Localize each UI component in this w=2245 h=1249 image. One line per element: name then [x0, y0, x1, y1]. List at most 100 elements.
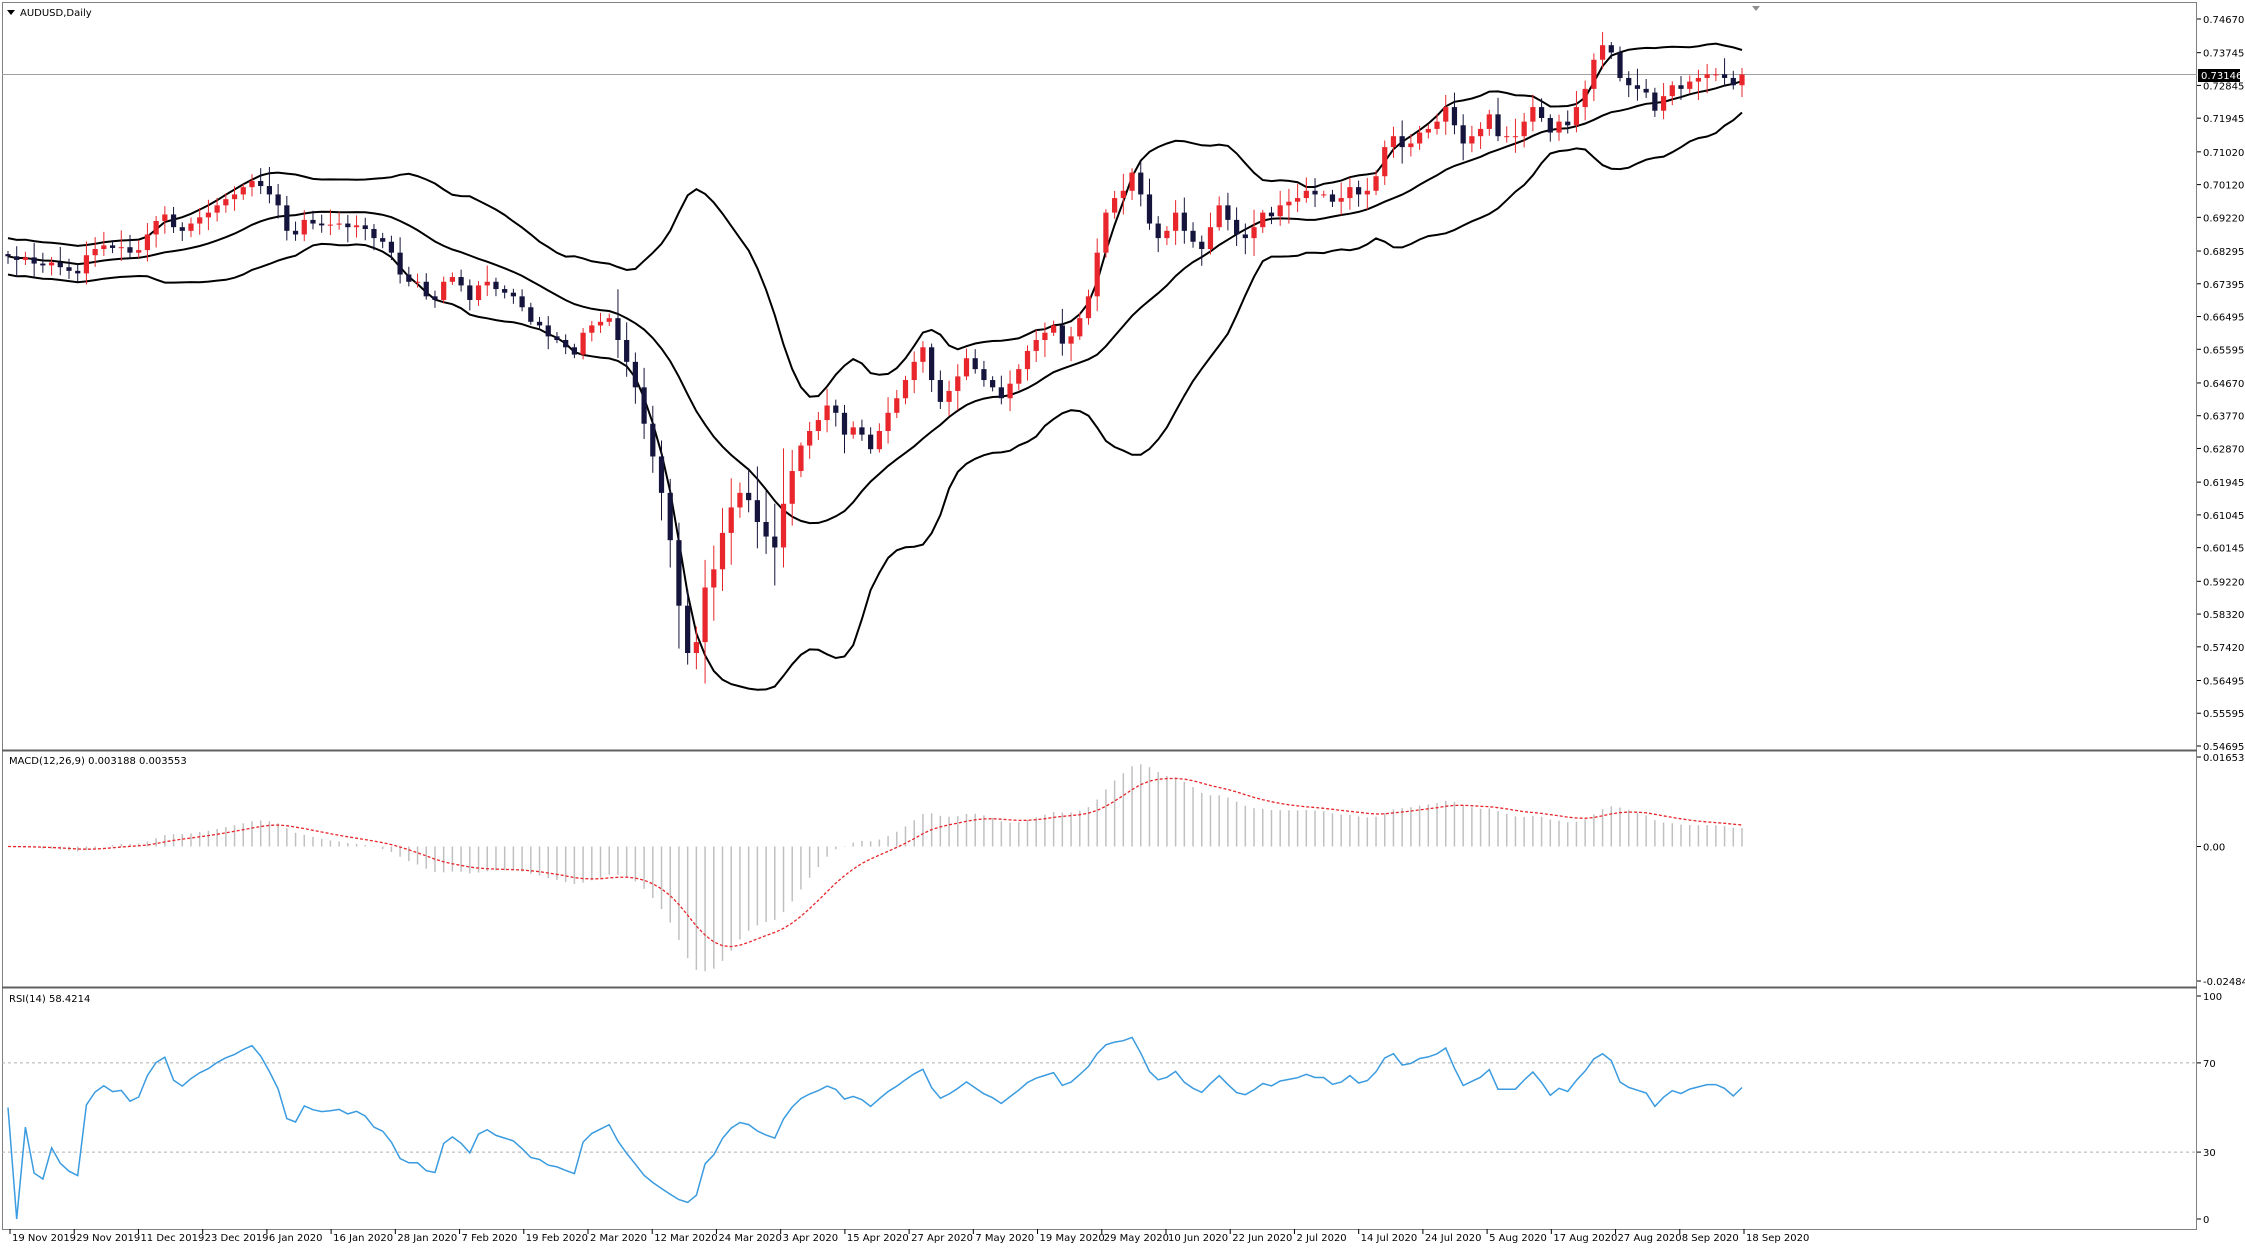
- candle-body: [319, 223, 325, 226]
- candle-body: [266, 186, 273, 195]
- candle: [1164, 226, 1170, 246]
- price-tick-label: 0.57420: [2203, 643, 2244, 654]
- candle-body: [284, 205, 290, 231]
- candle: [484, 265, 490, 296]
- candle-body: [1660, 96, 1667, 111]
- candle-body: [83, 255, 90, 274]
- candle: [1425, 124, 1431, 139]
- candle: [170, 206, 177, 233]
- candle-body: [571, 347, 577, 355]
- candle: [1547, 114, 1553, 142]
- candle-body: [1120, 190, 1126, 199]
- candle: [772, 503, 778, 586]
- candle: [894, 389, 900, 419]
- candle: [188, 217, 194, 238]
- candle: [972, 349, 978, 374]
- candle: [31, 242, 37, 278]
- macd-panel[interactable]: [7, 764, 1743, 972]
- candle: [589, 320, 595, 342]
- candle: [1652, 87, 1658, 117]
- candle: [1713, 67, 1719, 82]
- candle: [807, 421, 813, 459]
- candle-body: [563, 340, 569, 348]
- candle-body: [1643, 88, 1649, 93]
- date-tick-label: 11 Dec 2019: [140, 1233, 204, 1244]
- candle: [5, 251, 11, 264]
- candle-body: [40, 263, 46, 266]
- candle-body: [667, 492, 673, 541]
- candle: [833, 399, 839, 427]
- candle-body: [920, 347, 926, 362]
- candle-body: [214, 205, 220, 213]
- candle-body: [972, 358, 978, 370]
- candle: [571, 343, 577, 359]
- candle-body: [1599, 45, 1606, 60]
- candle: [859, 419, 865, 441]
- candle: [1033, 329, 1039, 362]
- price-tick-label: 0.54695: [2203, 742, 2244, 753]
- candle-body: [1155, 223, 1161, 239]
- rsi-panel[interactable]: [2, 1036, 2197, 1220]
- collapse-arrow-icon[interactable]: [7, 10, 15, 15]
- price-tick-label: 0.66495: [2203, 313, 2244, 324]
- candle-body: [1103, 212, 1109, 253]
- candle-body: [188, 223, 194, 231]
- candle: [83, 241, 90, 285]
- candle: [754, 466, 760, 549]
- candle: [475, 281, 482, 306]
- candle-body: [580, 332, 586, 355]
- rsi-tick-label: 100: [2203, 992, 2222, 1003]
- candle: [1451, 92, 1458, 135]
- candle: [345, 215, 351, 243]
- candle: [144, 223, 151, 262]
- candle-body: [911, 361, 917, 381]
- candle-body: [240, 187, 246, 195]
- candle-body: [719, 532, 726, 570]
- candle: [1669, 81, 1675, 106]
- candle: [885, 397, 891, 444]
- candle: [998, 375, 1004, 405]
- candle: [554, 332, 560, 344]
- date-tick-label: 8 Sep 2020: [1682, 1233, 1739, 1244]
- candle-body: [484, 281, 490, 286]
- date-tick-label: 15 Apr 2020: [847, 1233, 909, 1244]
- candle: [1059, 308, 1065, 356]
- shift-marker-icon[interactable]: [1752, 6, 1760, 11]
- candle: [963, 348, 970, 381]
- candle-body: [1617, 52, 1623, 78]
- candle-body: [1669, 85, 1675, 97]
- candle-body: [1260, 212, 1266, 228]
- candle-body: [929, 347, 935, 381]
- candle: [815, 411, 821, 441]
- macd-tick-label: 0.00: [2203, 843, 2225, 854]
- price-tick-label: 0.61945: [2203, 478, 2244, 489]
- candle: [763, 491, 769, 554]
- price-tick-label: 0.71020: [2203, 148, 2244, 159]
- candle: [441, 276, 447, 304]
- price-tick-label: 0.56495: [2203, 676, 2244, 687]
- candle: [1129, 168, 1135, 201]
- candle: [981, 360, 987, 387]
- candle: [1704, 64, 1710, 94]
- candle-body: [1068, 336, 1074, 344]
- price-panel[interactable]: [2, 32, 2197, 691]
- candle-body: [1321, 194, 1327, 196]
- date-tick-label: 29 May 2020: [1104, 1233, 1169, 1244]
- candle: [1173, 200, 1179, 245]
- candle-body: [1382, 147, 1388, 177]
- candle-body: [545, 325, 551, 337]
- candle: [667, 478, 673, 568]
- candle-body: [1251, 227, 1257, 239]
- candle-body: [1312, 190, 1318, 195]
- candle-body: [1077, 318, 1083, 337]
- candle: [606, 313, 612, 326]
- date-tick-label: 10 Jun 2020: [1168, 1233, 1228, 1244]
- candle-body: [1730, 77, 1736, 86]
- candle: [502, 285, 508, 299]
- candle-body: [1512, 136, 1519, 138]
- candle: [1521, 112, 1527, 148]
- candle: [955, 364, 961, 411]
- candle-body: [397, 252, 403, 275]
- candle: [519, 289, 525, 312]
